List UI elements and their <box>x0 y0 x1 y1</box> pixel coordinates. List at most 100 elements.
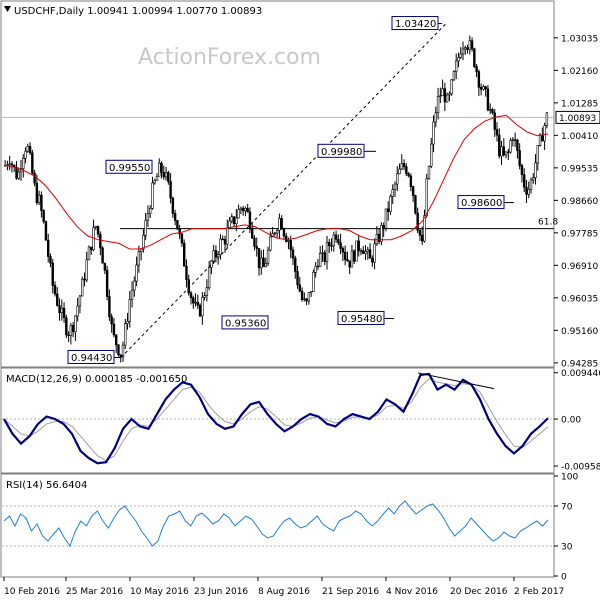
candle <box>62 302 66 323</box>
rsi-layer <box>2 500 554 548</box>
candle <box>278 213 281 240</box>
candle-body <box>396 173 399 185</box>
candle-body <box>203 295 206 298</box>
candle <box>486 85 490 112</box>
candle-body <box>409 175 413 187</box>
candle-body <box>398 168 401 175</box>
candle-body <box>366 249 369 252</box>
candle-body <box>53 285 57 295</box>
candle-body <box>282 228 286 237</box>
candle <box>448 91 451 102</box>
candle <box>450 78 453 96</box>
price-ytick-label: 0.99535 <box>561 164 598 174</box>
annotation-label: 0.94430 <box>71 353 112 364</box>
candle <box>44 220 48 241</box>
candle <box>81 276 84 297</box>
candle <box>74 315 77 341</box>
candle-body <box>384 208 388 229</box>
price-ytick-label: 0.98660 <box>561 197 598 207</box>
candle-body <box>473 48 476 67</box>
candle <box>325 235 329 270</box>
price-ytick-label: 0.96910 <box>561 262 598 272</box>
candle-body <box>112 323 116 336</box>
candle <box>309 291 313 297</box>
candle <box>346 251 349 262</box>
candle <box>312 269 315 292</box>
candle-body <box>423 215 426 242</box>
candle-body <box>96 225 100 235</box>
candle <box>230 213 233 224</box>
candle <box>237 204 240 219</box>
candle <box>133 276 136 297</box>
candle <box>105 265 109 301</box>
candle-body <box>90 246 93 251</box>
price-annotation: 0.95360 <box>221 315 269 330</box>
candle-body <box>445 94 449 103</box>
candle-body <box>99 233 102 249</box>
candle <box>464 45 467 55</box>
candle <box>185 259 188 288</box>
price-header-text: USDCHF,Daily 1.00941 1.00994 1.00770 1.0… <box>14 6 262 17</box>
candle-body <box>60 307 64 313</box>
candle <box>126 312 129 330</box>
candle-body <box>298 284 301 292</box>
candle-body <box>452 71 456 81</box>
candle <box>31 149 34 175</box>
candle <box>337 234 340 246</box>
candle-body <box>350 250 354 268</box>
xtick-label: 10 Feb 2016 <box>4 587 60 597</box>
candle <box>128 290 131 328</box>
candle <box>244 206 247 217</box>
candle-body <box>180 233 184 244</box>
candle <box>425 173 428 218</box>
candle-body <box>51 262 54 286</box>
candle-body <box>373 243 376 263</box>
candle <box>375 225 379 246</box>
candle-body <box>491 109 494 114</box>
candle <box>196 294 199 309</box>
candle <box>24 147 27 164</box>
candle <box>525 179 528 204</box>
candle-body <box>241 207 245 212</box>
candle <box>155 173 159 181</box>
candle <box>400 154 403 171</box>
price-annotation: 1.03420 <box>391 16 442 31</box>
candle-body <box>185 265 188 280</box>
candle-body <box>461 48 465 55</box>
candle-body <box>33 172 36 184</box>
candle-body <box>121 344 125 358</box>
candle <box>33 169 36 187</box>
candle <box>355 240 358 262</box>
candle <box>144 212 147 240</box>
candle-body <box>269 236 272 251</box>
candle <box>56 287 59 307</box>
candle-body <box>468 40 471 50</box>
candle <box>398 163 401 175</box>
candle <box>507 148 510 161</box>
candle <box>323 249 326 266</box>
candle <box>266 246 270 267</box>
candle <box>536 145 540 171</box>
candle-body <box>391 189 394 197</box>
candle-body <box>87 246 91 261</box>
candle-body <box>149 208 152 214</box>
candle-body <box>332 234 335 247</box>
candle-body <box>228 220 231 229</box>
candle-body <box>534 162 537 178</box>
candle <box>439 87 442 104</box>
candle <box>149 204 152 218</box>
candle-body <box>255 246 258 249</box>
candle <box>393 181 397 198</box>
candle-body <box>296 271 299 286</box>
candle-body <box>266 249 270 264</box>
price-ytick-label: 0.96035 <box>561 294 598 304</box>
price-layer: 61.8 0.94430 0.99550 0.95360 0.99980 0.95480 1… <box>2 16 558 364</box>
rsi-panel <box>0 473 555 578</box>
candle-body <box>339 242 342 249</box>
candle-body <box>307 292 311 302</box>
candle <box>35 174 39 205</box>
candle <box>423 209 426 243</box>
candle-body <box>74 315 77 333</box>
candle <box>15 161 18 180</box>
